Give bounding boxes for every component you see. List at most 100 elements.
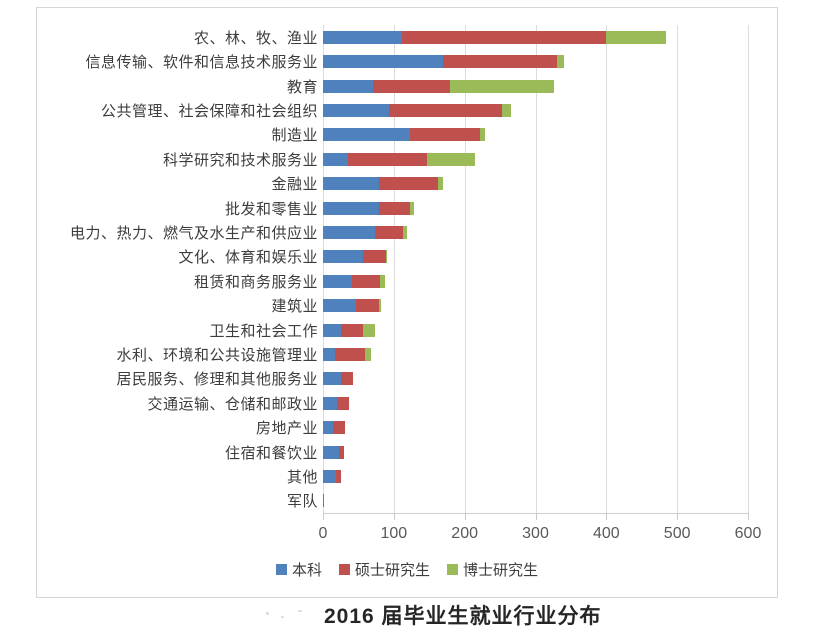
legend-label: 硕士研究生: [354, 562, 430, 579]
bar-stack: [323, 323, 748, 337]
legend-item: 硕士研究生: [338, 559, 430, 580]
bar-stack: [323, 128, 748, 142]
bar-row: [323, 293, 748, 317]
bar-row: [323, 489, 748, 513]
bar-segment-博士研究生: [363, 323, 375, 337]
scan-smudge: [281, 616, 284, 618]
bar-segment-本科: [323, 470, 336, 484]
bar-segment-本科: [323, 201, 379, 215]
bar-segment-博士研究生: [410, 201, 414, 215]
x-tick-mark-0: [323, 513, 324, 520]
bar-segment-硕士研究生: [363, 250, 387, 264]
category-label: 其他: [286, 469, 318, 487]
bar-stack: [323, 421, 748, 435]
x-tick-mark-500: [677, 513, 679, 520]
bar-row: [323, 49, 748, 73]
category-label: 公共管理、社会保障和社会组织: [100, 102, 318, 120]
bar-stack: [323, 103, 748, 117]
bar-segment-本科: [323, 372, 341, 386]
bar-segment-硕士研究生: [410, 128, 481, 142]
bar-row: [323, 123, 748, 147]
gridline-200: [464, 25, 466, 513]
bar-segment-硕士研究生: [332, 421, 345, 435]
category-label: 科学研究和技术服务业: [162, 151, 318, 169]
bar-stack: [323, 250, 748, 264]
bar-row: [323, 391, 748, 415]
bar-segment-博士研究生: [605, 30, 666, 44]
bar-segment-博士研究生: [403, 225, 408, 239]
legend-item: 本科: [275, 559, 322, 580]
legend-label: 本科: [291, 562, 322, 579]
gridline-600: [748, 25, 749, 513]
bar-segment-博士研究生: [364, 347, 372, 361]
category-label: 教育: [286, 78, 318, 96]
bar-row: [323, 269, 748, 293]
bar-row: [323, 98, 748, 122]
bar-row: [323, 220, 748, 244]
x-tick-label-600: 600: [734, 525, 762, 542]
category-labels: 农、林、牧、渔业 信息传输、软件和信息技术服务业 教育 公共管理、社会保障和社会组织制…: [37, 25, 318, 513]
bar-segment-本科: [323, 250, 364, 264]
legend-label: 博士研究生: [463, 562, 539, 579]
category-label: 居民服务、修理和其他服务业: [116, 371, 318, 389]
x-tick-label-400: 400: [592, 525, 620, 542]
bar-segment-本科: [323, 225, 376, 239]
x-tick-mark-600: [748, 513, 749, 520]
bar-stack: [323, 299, 748, 313]
bar-segment-硕士研究生: [339, 445, 345, 459]
x-tick-label-200: 200: [451, 525, 479, 542]
bar-row: [323, 25, 748, 49]
bar-segment-博士研究生: [502, 103, 511, 117]
category-label: 文化、体育和娱乐业: [178, 249, 318, 267]
chart-frame: 农、林、牧、渔业 信息传输、软件和信息技术服务业 教育 公共管理、社会保障和社会组织制…: [36, 7, 778, 598]
bar-segment-硕士研究生: [443, 55, 557, 69]
gridline-0: [323, 25, 324, 513]
category-label: 建筑业: [271, 298, 318, 316]
bar-row: [323, 245, 748, 269]
bar-row: [323, 440, 748, 464]
bar-segment-本科: [323, 274, 353, 288]
legend-item: 博士研究生: [447, 559, 538, 580]
bar-segment-博士研究生: [450, 79, 554, 93]
bar-segment-硕士研究生: [340, 372, 354, 386]
bar-row: [323, 416, 748, 440]
bar-segment-本科: [323, 494, 324, 508]
bar-segment-硕士研究生: [347, 152, 428, 166]
bar-segment-本科: [323, 128, 411, 142]
bar-segment-本科: [323, 445, 340, 459]
x-tick-label-300: 300: [522, 525, 549, 542]
category-label: 交通运输、仓储和邮政业: [147, 395, 318, 413]
category-label: 制造业: [271, 127, 318, 145]
bar-segment-硕士研究生: [378, 177, 438, 191]
bar-segment-硕士研究生: [388, 103, 503, 117]
bar-row: [323, 464, 748, 488]
bar-segment-硕士研究生: [335, 470, 341, 484]
bar-row: [323, 147, 748, 171]
x-tick-mark-300: [535, 513, 537, 520]
scan-smudge: [266, 612, 269, 615]
bar-segment-本科: [323, 30, 403, 44]
x-tick-mark-200: [464, 513, 466, 520]
bar-row: [323, 171, 748, 195]
bar-row: [323, 342, 748, 366]
legend: 本科 硕士研究生 博士研究生: [37, 559, 777, 580]
bar-segment-本科: [323, 103, 389, 117]
chart-title: 2016 届毕业生就业行业分布: [324, 605, 602, 628]
category-label: 农、林、牧、渔业: [193, 29, 318, 47]
x-axis-labels: 0 100 200 300 400 500 600: [319, 525, 762, 545]
bar-segment-博士研究生: [427, 152, 476, 166]
bar-segment-本科: [323, 79, 374, 93]
category-label: 电力、热力、燃气及水生产和供应业: [69, 224, 318, 242]
x-tick-mark-100: [393, 513, 395, 520]
bar-stack: [323, 152, 748, 166]
category-label: 水利、环境和公共设施管理业: [116, 346, 318, 364]
category-label: 金融业: [271, 176, 318, 194]
bar-segment-博士研究生: [556, 55, 564, 69]
gridline-500: [677, 25, 679, 513]
bar-stack: [323, 55, 748, 69]
bar-segment-本科: [323, 396, 338, 410]
category-label: 批发和零售业: [224, 200, 318, 218]
bar-stack: [323, 372, 748, 386]
bar-stack: [323, 494, 748, 508]
